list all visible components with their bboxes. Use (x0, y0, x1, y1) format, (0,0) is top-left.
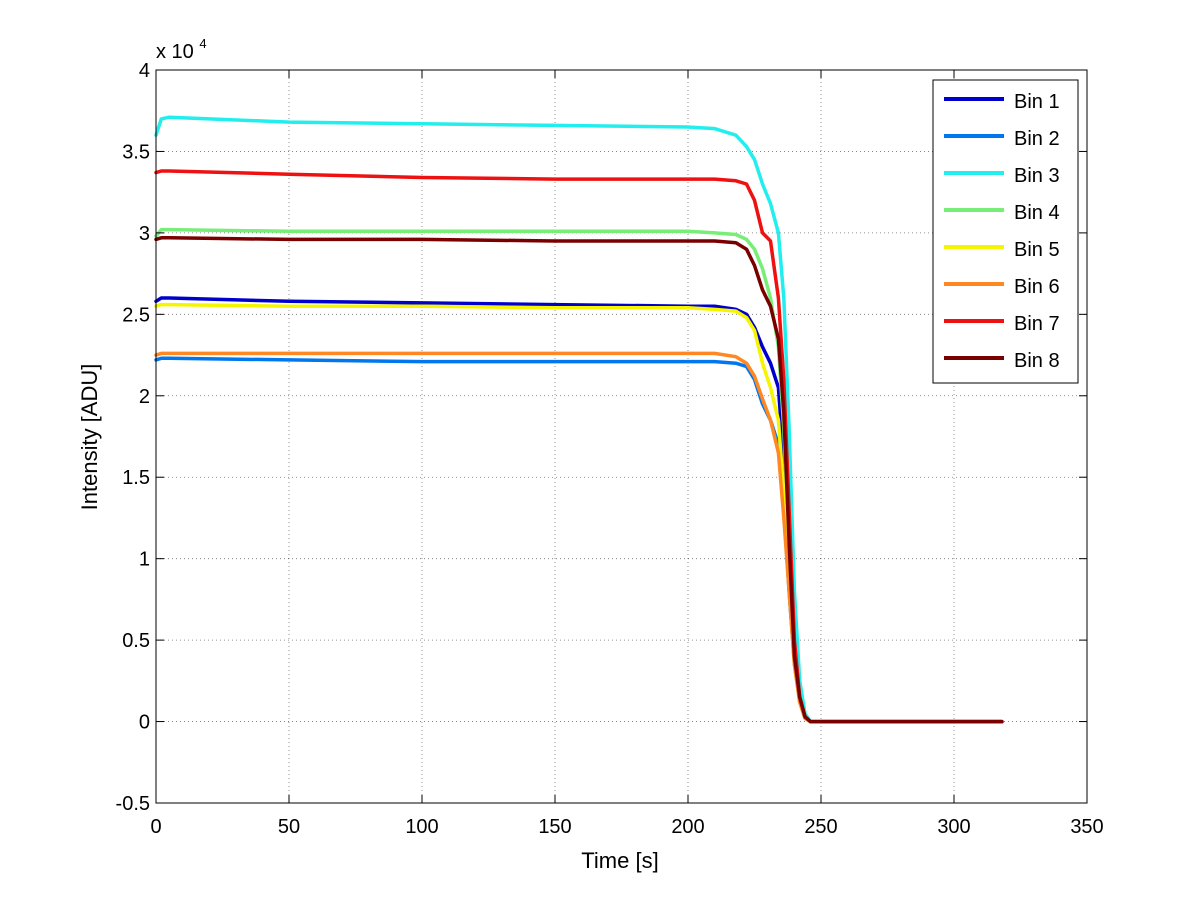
legend-label: Bin 3 (1014, 165, 1060, 187)
y-axis-multiplier-base: x 10 (156, 41, 194, 63)
x-tick-label: 150 (538, 816, 571, 838)
legend-box (932, 79, 1079, 384)
legend-label: Bin 1 (1014, 91, 1060, 113)
x-tick-label: 0 (150, 816, 161, 838)
x-tick-label: 300 (937, 816, 970, 838)
y-tick-label: -0.5 (116, 793, 150, 815)
tick-labels: 0 50 100 150 200 250 300 350-0.500.511.522.533.… (116, 60, 1104, 838)
y-tick-label: 2.5 (122, 304, 150, 326)
y-tick-label: 1.5 (122, 467, 150, 489)
legend-label: Bin 8 (1014, 350, 1060, 372)
y-tick-label: 3 (139, 223, 150, 245)
legend-label: Bin 5 (1014, 239, 1060, 261)
y-axis-multiplier-exponent: 4 (199, 36, 206, 51)
y-axis-multiplier: x 10 4 (156, 36, 207, 63)
legend: Bin 1 Bin 2 Bin 3 Bin 4 Bin 5 Bin 6 Bin 7 Bin 8 (932, 79, 1079, 384)
series-layer (154, 115, 1004, 724)
legend-label: Bin 4 (1014, 202, 1060, 224)
legend-label: Bin 2 (1014, 128, 1060, 150)
x-tick-label: 200 (671, 816, 704, 838)
legend-label: Bin 6 (1014, 276, 1060, 298)
y-tick-label: 1 (139, 549, 150, 571)
y-tick-label: 2 (139, 386, 150, 408)
x-tick-label: 50 (278, 816, 300, 838)
y-tick-label: 0.5 (122, 630, 150, 652)
x-tick-label: 100 (405, 816, 438, 838)
y-tick-label: 0 (139, 712, 150, 734)
y-tick-label: 4 (139, 60, 150, 82)
axis-ticks (155, 69, 1088, 804)
y-tick-label: 3.5 (122, 141, 150, 163)
y-axis-label: Intensity [ADU] (77, 364, 102, 511)
x-tick-label: 250 (804, 816, 837, 838)
plot-area-frame (155, 69, 1088, 804)
x-axis-label: Time [s] (581, 848, 658, 873)
legend-label: Bin 7 (1014, 313, 1060, 335)
x-tick-label: 350 (1070, 816, 1103, 838)
legend-items: Bin 1 Bin 2 Bin 3 Bin 4 Bin 5 Bin 6 Bin 7 Bin 8 (944, 91, 1060, 372)
series-line-bin-8 (154, 236, 1004, 724)
